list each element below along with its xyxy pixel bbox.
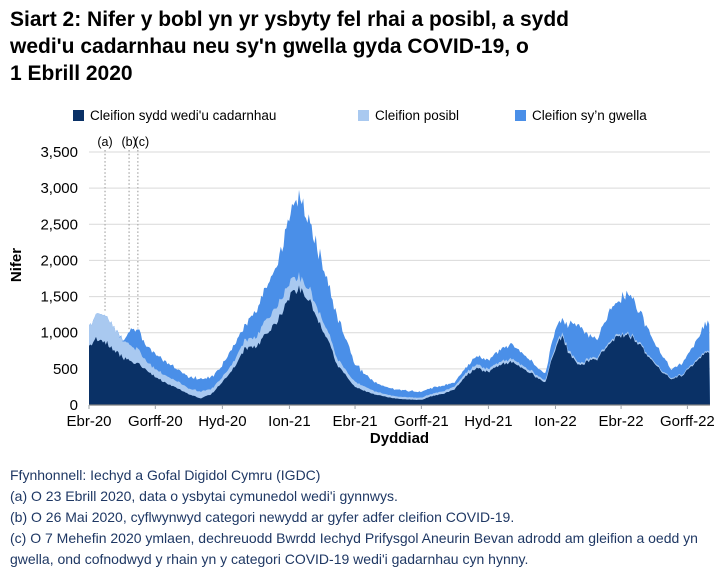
stacked-area-chart: (a) (b)(c) Ebr-20 Gorff-20 Hyd-20 Ion-21 Ebr-2… bbox=[40, 135, 715, 430]
series-area-confirmed bbox=[89, 285, 710, 405]
x-tick-label: Hyd-20 bbox=[198, 413, 246, 430]
x-tick-label: Gorff-20 bbox=[128, 413, 183, 430]
legend-item-recovering: Cleifion sy’n gwella bbox=[515, 108, 647, 123]
recovering-series-swatch-icon bbox=[515, 110, 526, 121]
chart-title: Siart 2: Nifer y bobl yn yr ysbyty fel r… bbox=[10, 6, 710, 87]
legend-item-possible: Cleifion posibl bbox=[358, 108, 459, 123]
y-tick-label: 1,500 bbox=[40, 289, 78, 306]
confirmed-series-swatch-icon bbox=[73, 110, 84, 121]
y-tick-label: 3,500 bbox=[40, 144, 78, 161]
x-tick-label: Hyd-21 bbox=[464, 413, 512, 430]
legend-item-confirmed: Cleifion sydd wedi'u cadarnhau bbox=[73, 108, 276, 123]
chart-title-line-1: Siart 2: Nifer y bobl yn yr ysbyty fel r… bbox=[10, 8, 570, 31]
annotation-label-a: (a) bbox=[97, 135, 112, 149]
y-axis-title: Nifer bbox=[8, 247, 25, 283]
y-tick-label: 1,000 bbox=[40, 325, 78, 342]
legend-label-confirmed: Cleifion sydd wedi'u cadarnhau bbox=[90, 108, 277, 123]
legend-label-possible: Cleifion posibl bbox=[375, 108, 460, 123]
x-tick-label: Gorff-21 bbox=[394, 413, 449, 430]
annotation-label-c: (c) bbox=[135, 135, 150, 149]
x-axis-title: Dyddiad bbox=[369, 430, 430, 447]
legend-label-recovering: Cleifion sy’n gwella bbox=[532, 108, 647, 123]
possible-series-swatch-icon bbox=[358, 110, 369, 121]
chart-legend: Cleifion sydd wedi'u cadarnhau Cleifion … bbox=[0, 108, 726, 126]
source-note: Ffynhonnell: Iechyd a Gofal Digidol Cymr… bbox=[10, 467, 321, 483]
footnote-c: (c) O 7 Mehefin 2020 ymlaen, dechreuodd … bbox=[10, 530, 698, 567]
x-tick-label: Ion-22 bbox=[534, 413, 577, 430]
footnote-b: (b) O 26 Mai 2020, cyflwynwyd categori n… bbox=[10, 509, 515, 525]
annotation-label-b: (b) bbox=[121, 135, 136, 149]
chart-footnotes: Ffynhonnell: Iechyd a Gofal Digidol Cymr… bbox=[10, 465, 718, 570]
x-tick-label: Ion-21 bbox=[268, 413, 311, 430]
y-tick-label: 0 bbox=[70, 397, 78, 414]
y-tick-label: 2,500 bbox=[40, 216, 78, 233]
x-tick-label: Ebr-20 bbox=[66, 413, 111, 430]
chart-title-line-2: wedi'u cadarnhau neu sy'n gwella gyda CO… bbox=[10, 35, 529, 58]
x-tick-label: Gorff-22 bbox=[660, 413, 715, 430]
footnote-a: (a) O 23 Ebrill 2020, data o ysbytai cym… bbox=[10, 488, 398, 504]
y-tick-label: 2,000 bbox=[40, 252, 78, 269]
y-tick-label: 500 bbox=[53, 361, 78, 378]
chart-title-line-3: 1 Ebrill 2020 bbox=[10, 62, 133, 85]
x-tick-label: Ebr-21 bbox=[333, 413, 378, 430]
x-tick-label: Ebr-22 bbox=[599, 413, 644, 430]
y-tick-label: 3,000 bbox=[40, 180, 78, 197]
